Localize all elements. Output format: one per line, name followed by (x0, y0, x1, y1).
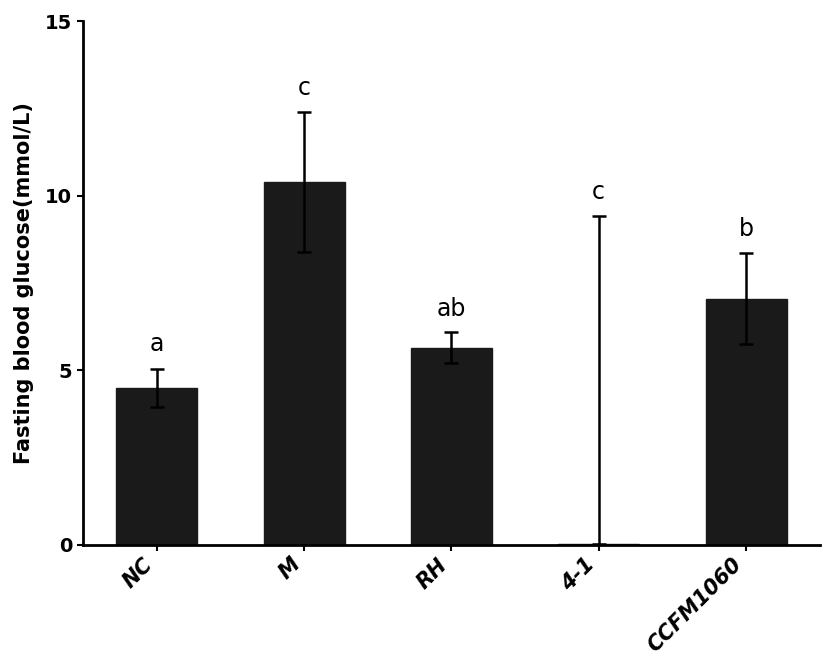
Text: c: c (592, 180, 605, 204)
Bar (411, 348, 492, 545)
Bar (706, 299, 786, 545)
Text: ab: ab (437, 297, 466, 322)
Bar (264, 182, 344, 545)
Text: a: a (149, 332, 164, 356)
Bar (116, 388, 197, 545)
Y-axis label: Fasting blood glucose(mmol/L): Fasting blood glucose(mmol/L) (14, 102, 34, 464)
Text: c: c (298, 76, 310, 100)
Text: b: b (739, 217, 754, 241)
Bar (558, 544, 639, 545)
